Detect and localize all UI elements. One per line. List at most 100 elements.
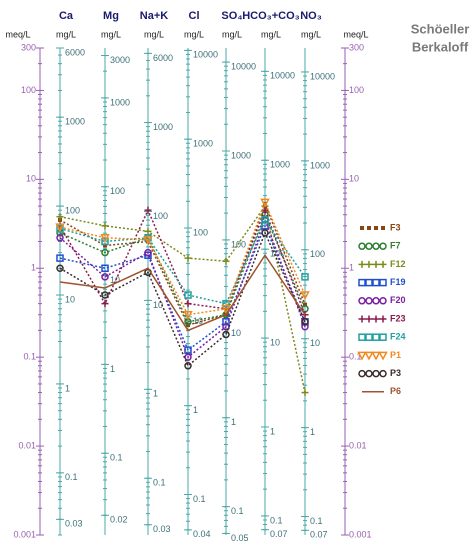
marker: [365, 369, 373, 378]
y-tick-label: 1000: [193, 139, 213, 149]
marker: [303, 302, 307, 307]
y-tick-label: 1: [231, 417, 236, 427]
axis-label: mg/L: [222, 29, 242, 39]
y-tick-label: 0.03: [153, 524, 171, 534]
axis-label: meq/L: [5, 29, 30, 39]
y-tick-label: 10: [110, 275, 120, 285]
marker: [365, 315, 373, 323]
marker: [372, 278, 380, 287]
marker: [300, 291, 310, 301]
marker: [222, 318, 230, 326]
marker: [365, 333, 373, 341]
legend-label: P6: [390, 386, 401, 396]
marker: [222, 299, 230, 308]
marker: [101, 264, 109, 273]
column-header: Ca: [59, 10, 74, 22]
marker: [379, 333, 387, 341]
legend-label: P1: [390, 350, 401, 360]
marker: [144, 227, 152, 235]
marker: [379, 297, 387, 305]
marker: [372, 260, 380, 268]
y-tick-label: 10000: [231, 61, 256, 71]
column-header: Cl: [189, 10, 200, 22]
marker: [365, 297, 373, 305]
y-tick-label: 3000: [110, 55, 130, 65]
column-header: Na+K: [140, 10, 168, 22]
marker: [56, 264, 64, 273]
y-tick-label: 0.1: [65, 472, 78, 482]
axis-label: mg/L: [184, 29, 204, 39]
marker: [358, 369, 366, 378]
marker: [379, 278, 387, 287]
marker: [365, 260, 373, 268]
marker: [221, 305, 231, 314]
legend-label: F20: [390, 295, 406, 305]
marker: [184, 300, 192, 308]
y-tick-label: 1: [153, 389, 158, 399]
y-tick-label: 0.001: [13, 529, 36, 539]
marker: [379, 260, 387, 268]
marker: [301, 322, 309, 331]
marker: [261, 229, 269, 237]
y-tick-label: 1000: [231, 150, 251, 160]
marker: [379, 242, 387, 250]
y-tick-label: 1: [110, 364, 115, 374]
y-tick-label: 300: [21, 42, 36, 52]
y-tick-label: 10: [26, 174, 36, 184]
y-tick-label: 10: [231, 328, 241, 338]
y-tick-label: 0.1: [270, 515, 283, 525]
marker: [358, 333, 366, 341]
y-tick-label: 10: [349, 174, 359, 184]
marker: [101, 222, 109, 230]
legend-label: F7: [390, 241, 401, 251]
marker: [144, 248, 152, 257]
series-line: [59, 230, 306, 368]
column-header: Mg: [103, 10, 119, 22]
marker: [365, 278, 373, 287]
marker: [358, 297, 366, 305]
marker: [371, 351, 381, 361]
marker: [56, 213, 64, 221]
y-tick-label: 0.1: [310, 516, 323, 526]
series-line: [59, 212, 306, 323]
marker: [261, 206, 269, 214]
y-tick-label: 0.01: [349, 440, 367, 450]
marker: [357, 351, 367, 361]
y-tick-label: 1000: [153, 122, 173, 132]
y-tick-label: 1: [193, 405, 198, 415]
axis-label: meq/L: [343, 29, 368, 39]
marker: [301, 273, 309, 281]
legend-label: F19: [390, 277, 406, 287]
marker: [144, 206, 152, 214]
marker: [374, 226, 378, 230]
marker: [184, 254, 192, 262]
y-tick-label: 1000: [270, 160, 290, 170]
y-tick-label: 0.1: [110, 453, 123, 463]
marker: [372, 315, 380, 323]
y-tick-label: 0.1: [231, 506, 244, 516]
y-tick-label: 1000: [310, 160, 330, 170]
y-tick-label: 100: [65, 205, 80, 215]
marker: [222, 257, 230, 265]
marker: [100, 234, 110, 243]
legend-label: P3: [390, 368, 401, 378]
y-tick-label: 100: [153, 211, 168, 221]
y-tick-label: 10000: [310, 71, 335, 81]
axis-label: mg/L: [261, 29, 281, 39]
marker: [101, 291, 109, 299]
y-tick-label: 1: [270, 426, 275, 436]
y-tick-label: 1: [65, 383, 70, 393]
y-tick-label: 100: [21, 85, 36, 95]
marker: [367, 226, 371, 230]
y-tick-label: 1: [349, 263, 354, 273]
series-line: [59, 253, 306, 332]
marker: [55, 223, 65, 233]
y-tick-label: 100: [310, 249, 325, 259]
marker: [184, 362, 192, 370]
marker: [364, 351, 374, 361]
legend-label: F12: [390, 259, 406, 269]
y-tick-label: 100: [110, 186, 125, 196]
column-header: HCO₃+CO₃: [242, 10, 300, 22]
marker: [143, 235, 153, 245]
